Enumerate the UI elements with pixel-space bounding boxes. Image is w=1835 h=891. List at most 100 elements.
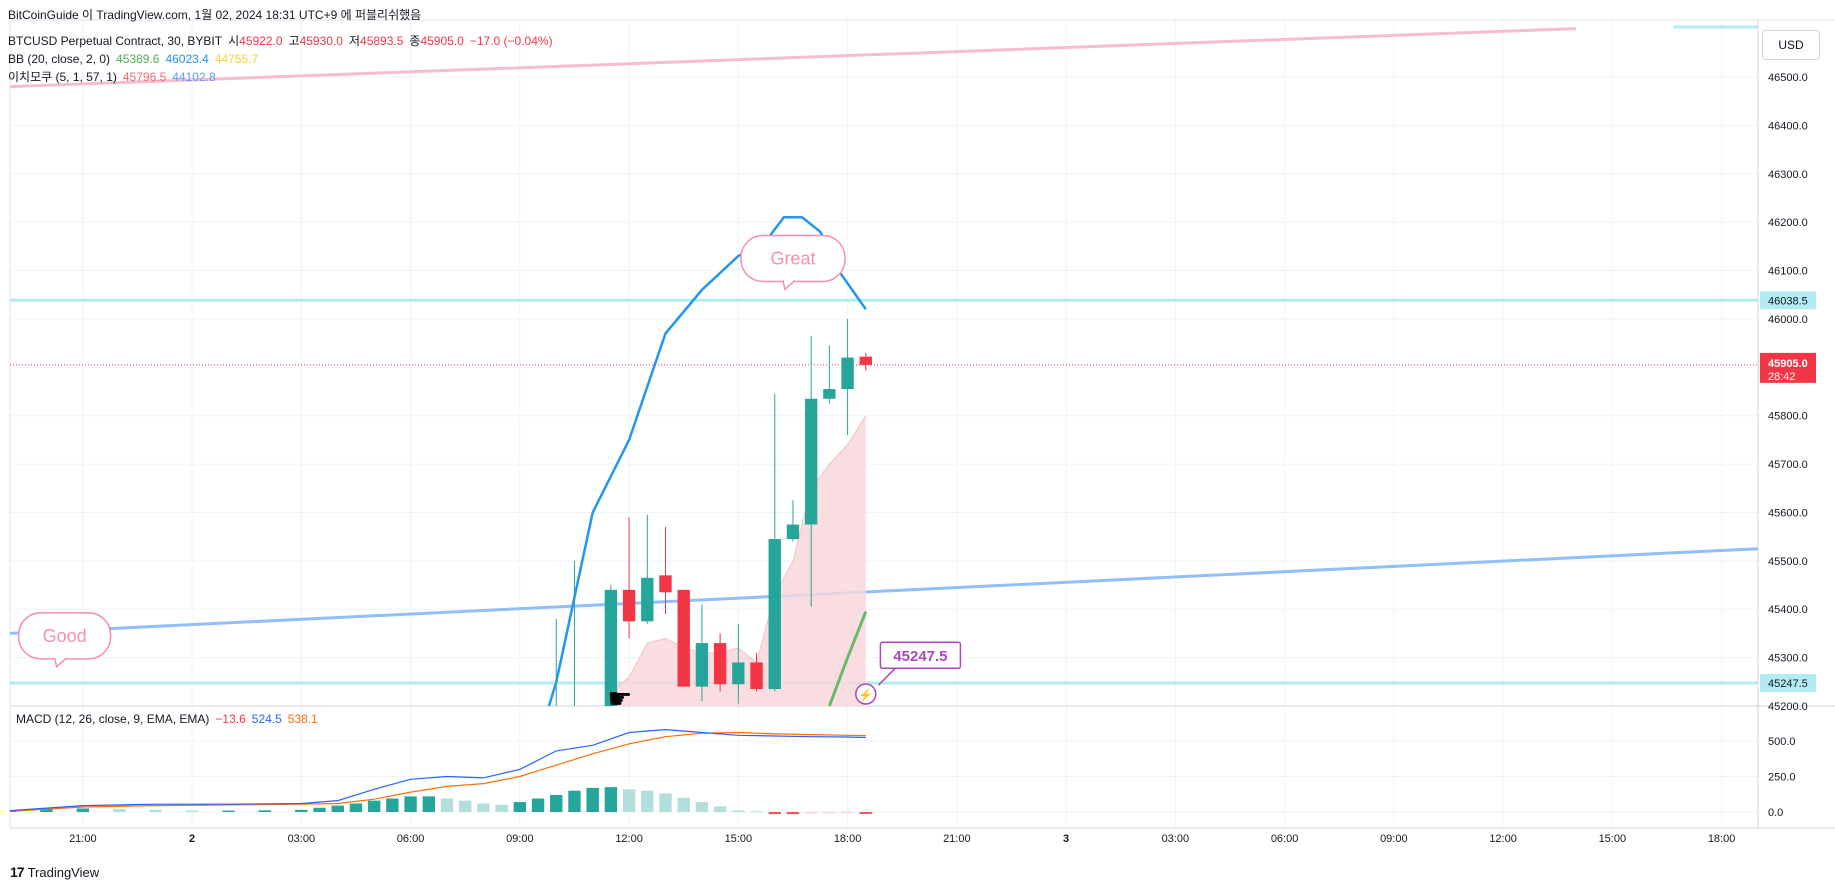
macd-histogram-bar xyxy=(222,810,235,812)
main-pane: Great Good 45247.5 ⚡ ☛ xyxy=(10,25,1758,706)
candle-body xyxy=(604,589,618,706)
macd-histogram-bar xyxy=(732,810,745,812)
candle xyxy=(659,526,672,615)
symbol-name[interactable]: BTCUSD Perpetual Contract, 30, BYBIT xyxy=(8,34,223,48)
macd-histogram-bar xyxy=(622,789,636,812)
time-tick-label: 2 xyxy=(189,833,195,845)
macd-histogram-bar xyxy=(149,809,162,812)
candle-body xyxy=(713,643,727,685)
candle xyxy=(768,393,781,692)
price-tick-label: 45400.0 xyxy=(1768,604,1808,616)
candle-body xyxy=(859,356,872,365)
macd-axis: 500.0 250.0 0.0 xyxy=(1768,736,1796,819)
macd-histogram-bar xyxy=(185,810,199,812)
last-price-tag-text: 45905.0 xyxy=(1768,358,1808,370)
macd-histogram-bar xyxy=(313,807,326,812)
macd-histogram-bar xyxy=(841,812,854,813)
macd-histogram-bar xyxy=(823,812,836,814)
candle xyxy=(713,633,727,692)
grid-lines xyxy=(10,20,1758,828)
price-level-tag xyxy=(1760,674,1816,693)
macd-pane xyxy=(10,728,872,815)
open-value: 45922.0 xyxy=(239,34,283,48)
macd-name[interactable]: MACD (12, 26, close, 9, EMA, EMA) xyxy=(16,712,210,726)
macd-histogram-bar xyxy=(604,787,618,812)
change-value: −17.0 (−0.04%) xyxy=(469,34,553,48)
open-label: 시 xyxy=(228,34,240,48)
publish-caption: BitCoinGuide 이 TradingView.com, 1월 02, 2… xyxy=(8,8,422,22)
macd-tick-label: 500.0 xyxy=(1768,736,1796,748)
macd-histogram-bar xyxy=(659,793,672,812)
alert-icon-circle xyxy=(855,683,877,705)
bb-upper-line xyxy=(547,216,867,706)
time-tick-label: 15:00 xyxy=(1599,833,1627,845)
callout-text: Good xyxy=(43,626,87,646)
currency-button[interactable]: USD xyxy=(1762,30,1820,60)
candle-body xyxy=(641,577,654,622)
bb-name[interactable]: BB (20, close, 2, 0) xyxy=(8,52,111,66)
candle xyxy=(859,352,872,371)
time-tick-label: 18:00 xyxy=(834,833,862,845)
candle-body xyxy=(659,575,672,593)
macd-histogram-bar xyxy=(440,798,454,812)
time-axis: 21:00 2 03:00 06:00 09:00 12:00 15:00 18:00 21:0… xyxy=(69,833,1735,845)
macd-histogram-bar xyxy=(859,812,872,814)
macd-histogram-bar xyxy=(768,812,781,815)
candle-body xyxy=(677,589,690,687)
macd-value: 524.5 xyxy=(251,712,282,726)
candle-body xyxy=(750,662,763,690)
candle xyxy=(823,345,836,404)
alert-icon: ⚡ xyxy=(855,683,877,705)
candle xyxy=(750,652,763,692)
macd-signal-line xyxy=(10,731,866,812)
price-level-tag-text: 45247.5 xyxy=(1768,678,1808,690)
macd-histogram-bar xyxy=(495,804,508,812)
tradingview-logo: 17 xyxy=(10,864,25,880)
time-tick-label: 06:00 xyxy=(397,833,425,845)
candle-body xyxy=(622,589,636,622)
candle xyxy=(677,589,690,687)
low-value: 45893.5 xyxy=(360,34,404,48)
price-tick-label: 45800.0 xyxy=(1768,411,1808,423)
tradingview-attribution[interactable]: 17 TradingView xyxy=(10,864,99,880)
macd-legend: MACD (12, 26, close, 9, EMA, EMA) −13.6 … xyxy=(16,712,318,726)
close-label: 종 xyxy=(409,34,421,48)
time-tick-label: 21:00 xyxy=(69,833,97,845)
ichimoku-value-1: 45796.5 xyxy=(122,70,167,84)
alert-icon-glyph: ⚡ xyxy=(858,688,873,702)
macd-tick-label: 0.0 xyxy=(1768,807,1783,819)
ichimoku-legend: 이치모쿠 (5, 1, 57, 1) 45796.5 44102.8 xyxy=(8,68,553,86)
bb-legend: BB (20, close, 2, 0) 45389.6 46023.4 447… xyxy=(8,50,553,68)
ichimoku-name[interactable]: 이치모쿠 (5, 1, 57, 1) xyxy=(8,70,117,84)
candle xyxy=(573,560,575,706)
candle xyxy=(622,517,636,639)
macd-hist-value: −13.6 xyxy=(215,712,246,726)
countdown-text: 28:42 xyxy=(1768,371,1796,383)
macd-histogram-bar xyxy=(113,809,126,812)
close-value: 45905.0 xyxy=(420,34,464,48)
ichimoku-cloud xyxy=(610,415,866,706)
time-tick-label: 03:00 xyxy=(1162,833,1190,845)
candle-body xyxy=(804,398,818,525)
candle xyxy=(641,514,654,624)
high-label: 고 xyxy=(288,34,300,48)
time-tick-label: 21:00 xyxy=(943,833,971,845)
bb-lower-value: 44755.7 xyxy=(214,52,259,66)
macd-histogram-bar xyxy=(367,800,381,812)
macd-histogram-bar xyxy=(477,803,490,812)
high-value: 45930.0 xyxy=(299,34,343,48)
price-axis: 46500.0 46400.0 46300.0 46200.0 46100.0 46000… xyxy=(1760,72,1816,713)
time-tick-label: 06:00 xyxy=(1271,833,1299,845)
macd-histogram-bar xyxy=(386,798,399,812)
macd-histogram-bar xyxy=(786,812,800,815)
time-tick-label: 03:00 xyxy=(288,833,316,845)
attribution-text: TradingView xyxy=(27,864,100,880)
macd-histogram-bar xyxy=(258,810,272,812)
legend: BTCUSD Perpetual Contract, 30, BYBIT 시45… xyxy=(8,32,553,86)
macd-line xyxy=(10,728,866,812)
price-note-text: 45247.5 xyxy=(893,648,947,665)
time-tick-label: 18:00 xyxy=(1708,833,1736,845)
last-price-tag xyxy=(1760,352,1816,383)
callout-tail xyxy=(782,279,796,291)
